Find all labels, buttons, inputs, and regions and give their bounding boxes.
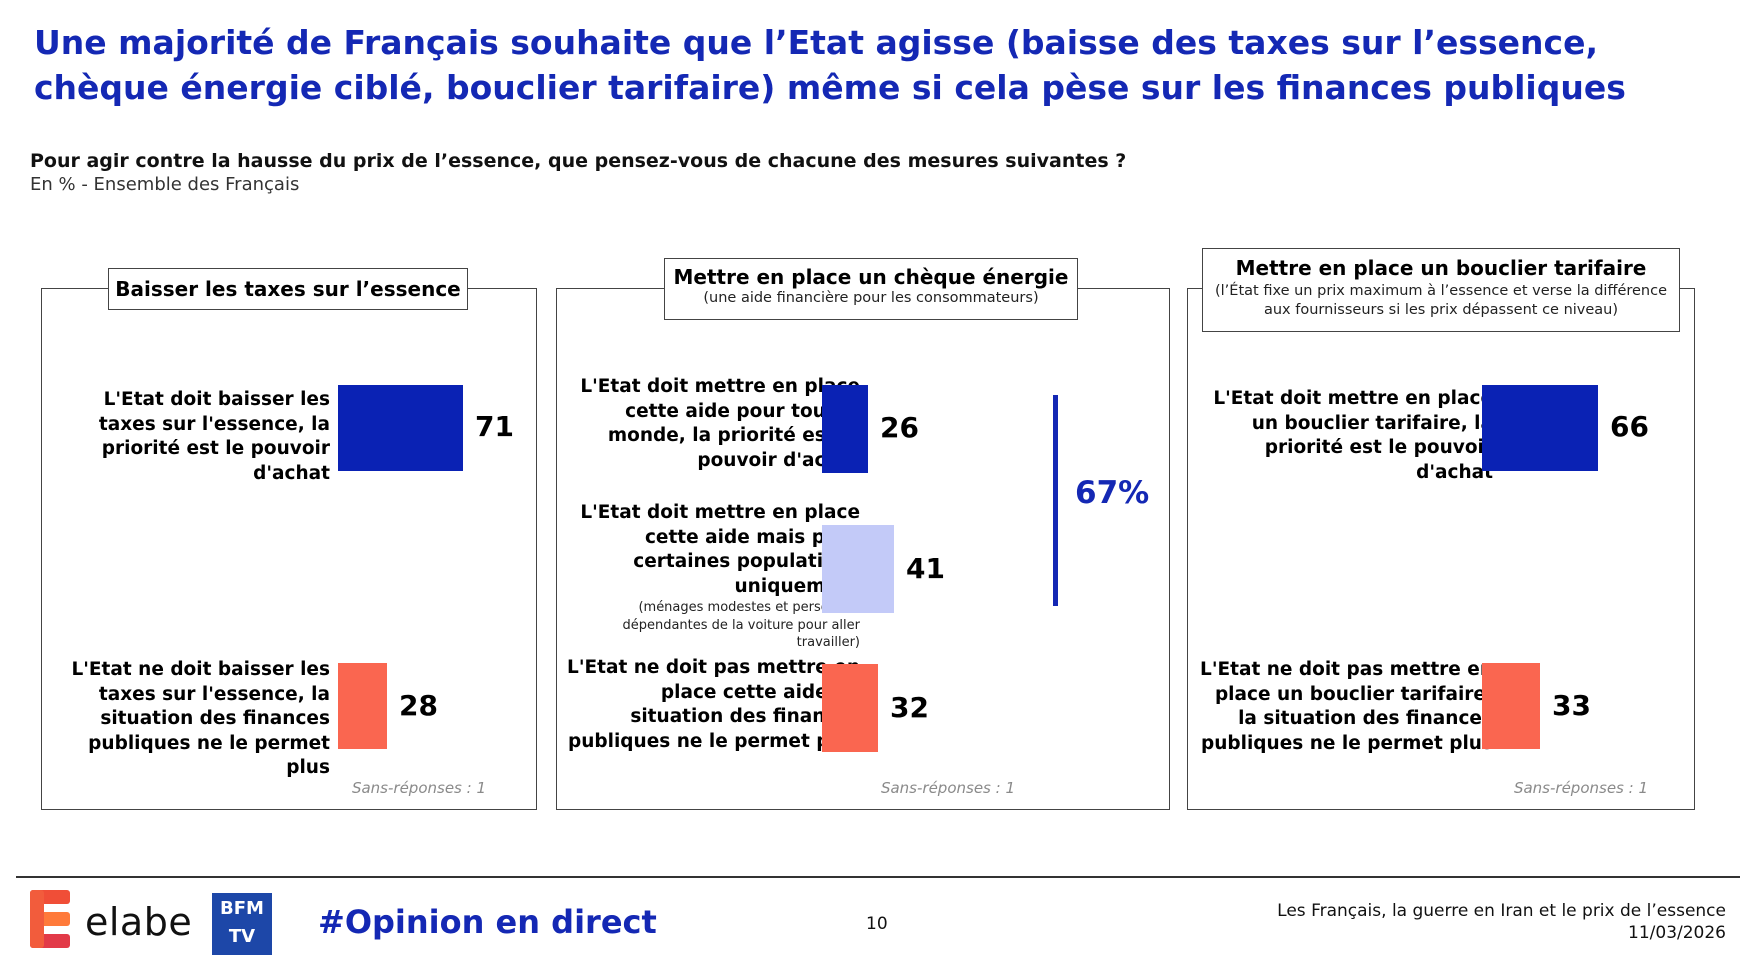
value-label: 71 [475, 410, 514, 443]
elabe-logo-icon [30, 890, 70, 948]
bar-cheque-targeted [822, 525, 894, 613]
category-label: L'Etat ne doit pas mettre en place un bo… [1200, 659, 1493, 754]
survey-question: Pour agir contre la hausse du prix de l’… [30, 150, 1127, 172]
total-bracket [1053, 395, 1058, 606]
value-label: 32 [890, 691, 929, 724]
study-date: 11/03/2026 [1628, 923, 1726, 943]
panel-title-box: Mettre en place un chèque énergie (une a… [664, 258, 1078, 320]
footer-study-info: Les Français, la guerre en Iran et le pr… [1277, 900, 1726, 944]
bar-taxes-no [338, 663, 387, 749]
no-answer-note: Sans-réponses : 1 [1513, 779, 1648, 797]
category-label: L'Etat doit mettre en place cette aide m… [565, 501, 860, 652]
footer-divider [16, 876, 1740, 878]
panel-title: Baisser les taxes sur l’essence [115, 277, 461, 301]
panel-title: Mettre en place un bouclier tarifaire [1235, 256, 1647, 280]
category-label: L'Etat ne doit pas mettre en place cette… [567, 657, 860, 752]
value-label: 66 [1610, 410, 1649, 443]
bar-bouclier-no [1482, 663, 1540, 749]
category-text: L'Etat doit mettre en place cette aide m… [580, 502, 860, 597]
value-label: 28 [399, 689, 438, 722]
value-label: 33 [1552, 689, 1591, 722]
page-number: 10 [866, 914, 888, 934]
panel-subtitle: (l’État fixe un prix maximum à l’essence… [1215, 283, 1668, 318]
panel-title-box: Mettre en place un bouclier tarifaire (l… [1202, 248, 1680, 332]
value-label: 26 [880, 411, 919, 444]
value-label: 41 [906, 552, 945, 585]
chart-panel-taxes: L'Etat doit baisser les taxes sur l'esse… [41, 288, 537, 810]
study-title: Les Français, la guerre en Iran et le pr… [1277, 901, 1726, 921]
survey-base: En % - Ensemble des Français [30, 174, 300, 195]
category-label: L'Etat ne doit baisser les taxes sur l'e… [71, 659, 330, 778]
bar-cheque-all [822, 385, 868, 473]
chart-panel-cheque: L'Etat doit mettre en place cette aide p… [556, 288, 1170, 810]
panel-subtitle: (une aide financière pour les consommate… [703, 290, 1039, 306]
bfmtv-logo-icon: BFM TV [212, 893, 272, 955]
category-note: (ménages modestes et personnes dépendant… [622, 600, 860, 650]
elabe-brand: elabe [85, 900, 193, 944]
category-label: L'Etat doit baisser les taxes sur l'esse… [98, 389, 330, 484]
panel-title-box: Baisser les taxes sur l’essence [108, 268, 468, 310]
bar-bouclier-yes [1482, 385, 1598, 471]
bar-cheque-no [822, 664, 878, 752]
category-label: L'Etat doit mettre en place cette aide p… [580, 376, 860, 471]
hashtag: #Opinion en direct [318, 903, 657, 941]
total-label: 67% [1075, 475, 1150, 511]
chart-panel-bouclier: L'Etat doit mettre en place un bouclier … [1187, 288, 1695, 810]
bar-taxes-yes [338, 385, 463, 471]
panel-title: Mettre en place un chèque énergie [673, 265, 1069, 289]
page-title: Une majorité de Français souhaite que l’… [34, 23, 1626, 107]
category-label: L'Etat doit mettre en place un bouclier … [1213, 388, 1493, 483]
no-answer-note: Sans-réponses : 1 [880, 779, 1015, 797]
no-answer-note: Sans-réponses : 1 [351, 779, 486, 797]
